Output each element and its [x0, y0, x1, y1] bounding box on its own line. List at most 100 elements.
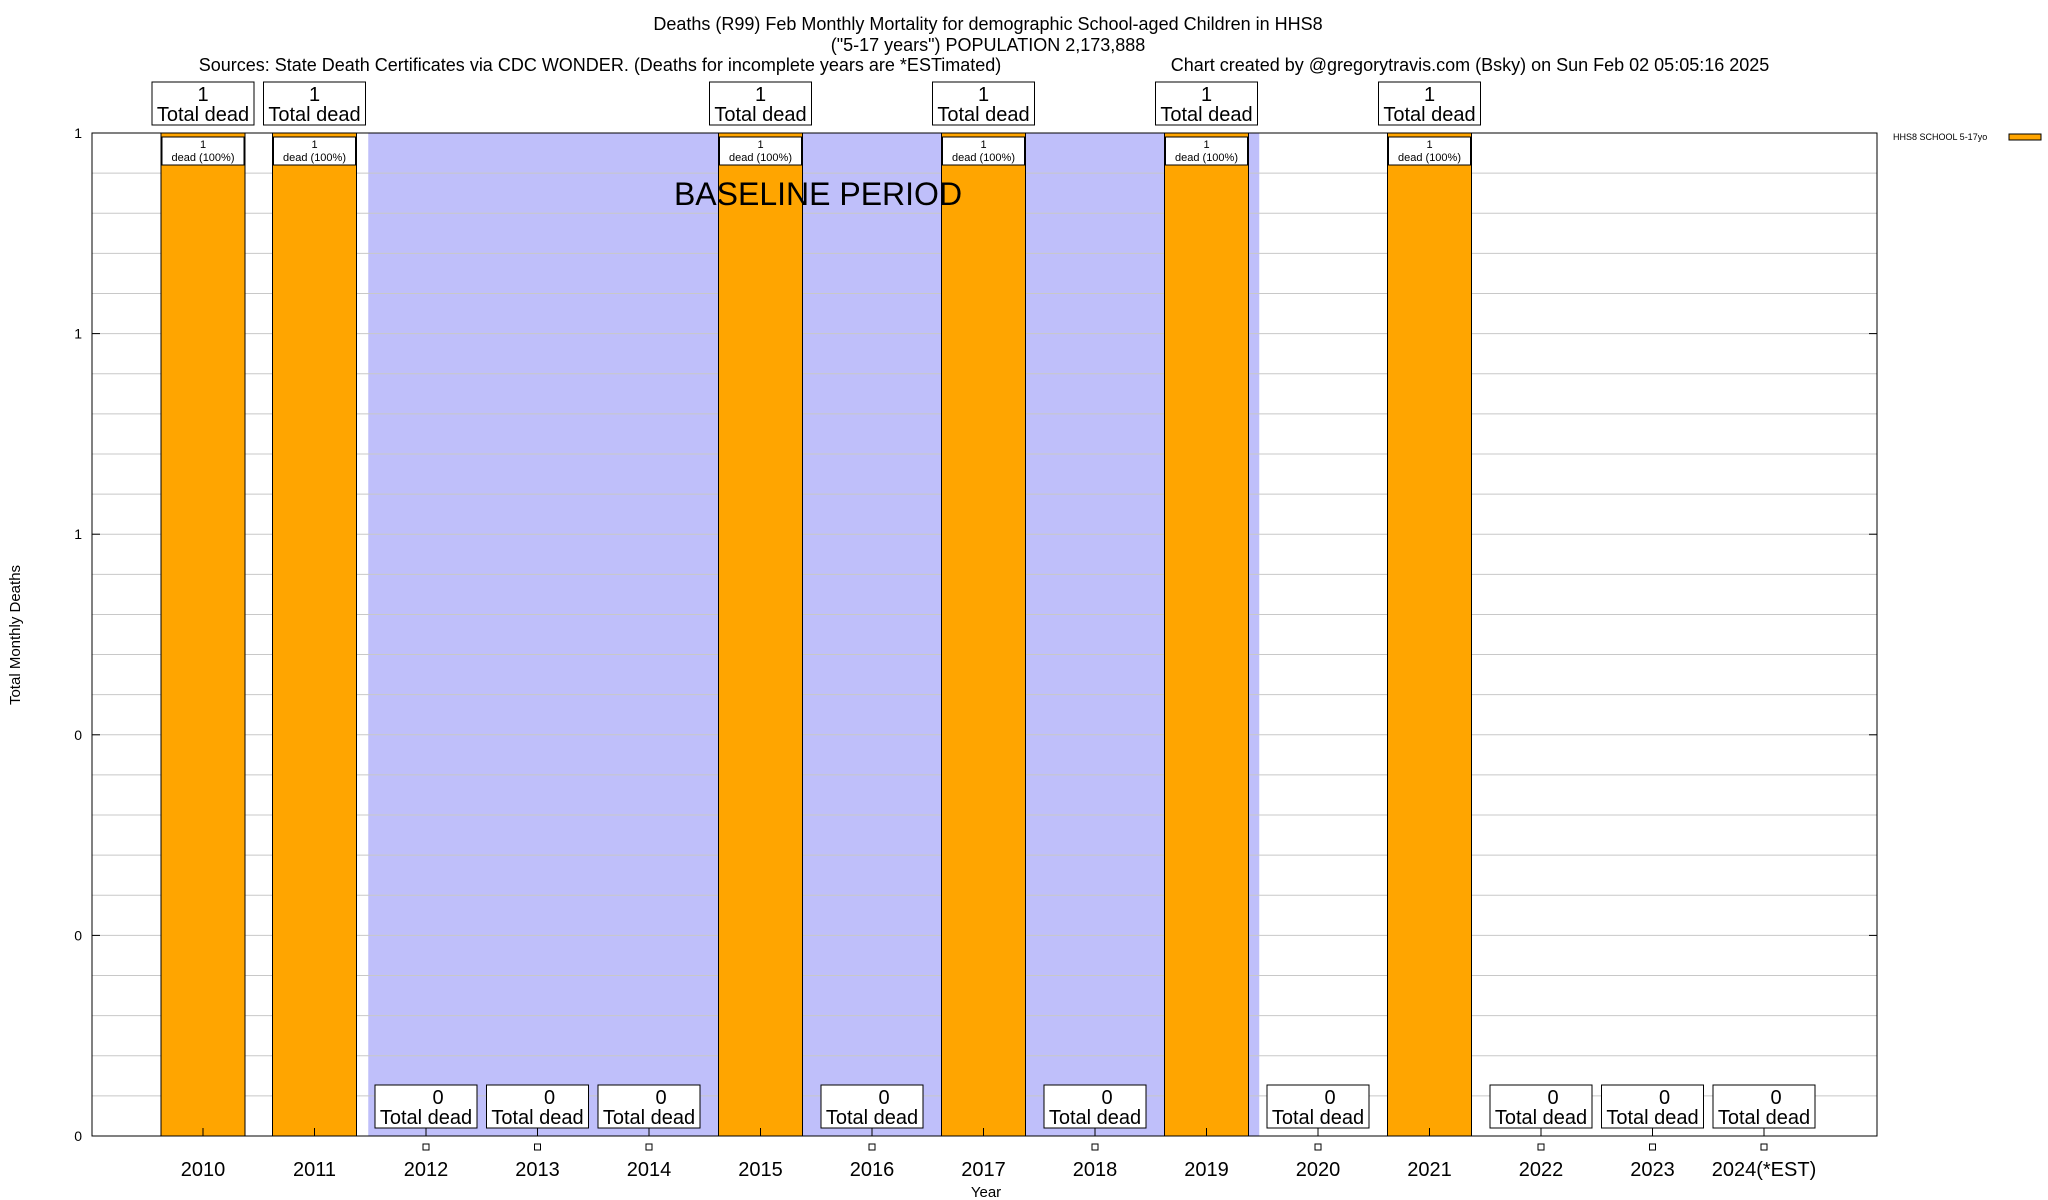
total-label-box — [374, 1084, 478, 1129]
zero-bar-marker — [868, 1143, 876, 1151]
x-tick-label: 2019 — [1184, 1159, 1229, 1181]
bar — [1387, 132, 1472, 1137]
bar-inner-label-box — [273, 136, 356, 166]
x-tick-label: 2011 — [293, 1159, 336, 1181]
total-label-box — [820, 1084, 924, 1129]
bar — [160, 132, 246, 1137]
x-axis-label: Year — [971, 1184, 1001, 1200]
bar-inner-label-box — [161, 136, 245, 166]
bar-inner-label-box — [1388, 136, 1471, 166]
total-label: Total dead — [268, 104, 360, 126]
y-axis-label: Total Monthly Deaths — [7, 565, 24, 705]
bar-inner-count: 1 — [1203, 139, 1209, 151]
total-label: Total dead — [714, 104, 806, 126]
total-count: 0 — [544, 1087, 555, 1109]
x-tick-label: 2016 — [850, 1159, 895, 1181]
bar-inner-count: 1 — [757, 139, 763, 151]
bar-inner-label: dead (100%) — [1175, 152, 1238, 164]
bar — [1164, 132, 1249, 1137]
x-tick-label: 2014 — [627, 1159, 672, 1181]
total-label-box — [1712, 1084, 1816, 1129]
x-tick-label: 2017 — [961, 1159, 1006, 1181]
total-count: 0 — [655, 1087, 666, 1109]
bar-inner-label-box — [719, 136, 802, 166]
plot-frame — [91, 132, 1878, 1137]
bar — [941, 132, 1026, 1137]
total-label-box — [151, 81, 255, 126]
bar-inner-label: dead (100%) — [729, 152, 792, 164]
total-label-box — [1378, 81, 1481, 126]
total-count: 0 — [1547, 1087, 1558, 1109]
bar-inner-label: dead (100%) — [172, 152, 235, 164]
total-label-box — [1043, 1084, 1147, 1129]
zero-bar-marker — [1314, 1143, 1322, 1151]
legend: HHS8 SCHOOL 5-17yo — [1893, 132, 2042, 142]
total-label: Total dead — [1272, 1107, 1364, 1129]
total-label: Total dead — [937, 104, 1029, 126]
chart-subtitle: ("5-17 years") POPULATION 2,173,888 — [831, 35, 1146, 55]
bar-inner-label: dead (100%) — [1398, 152, 1461, 164]
total-label-box — [1489, 1084, 1593, 1129]
legend-swatch — [2008, 133, 2042, 141]
bar-inner-count: 1 — [980, 139, 986, 151]
x-tick-label: 2021 — [1407, 1159, 1452, 1181]
y-tick-label: 1 — [74, 326, 82, 342]
x-tick-label: 2010 — [181, 1159, 226, 1181]
x-tick-label: 2024(*EST) — [1712, 1159, 1817, 1181]
total-count: 1 — [978, 84, 989, 106]
bar-inner-label: dead (100%) — [952, 152, 1015, 164]
zero-bar-marker — [534, 1143, 541, 1151]
x-tick-label: 2023 — [1630, 1159, 1675, 1181]
x-tick-label: 2013 — [515, 1159, 560, 1181]
chart-title: Deaths (R99) Feb Monthly Mortality for d… — [653, 14, 1322, 34]
x-tick-label: 2018 — [1073, 1159, 1118, 1181]
total-count: 1 — [755, 84, 766, 106]
total-label: Total dead — [1495, 1107, 1587, 1129]
baseline-period-label: BASELINE PERIOD — [674, 176, 962, 212]
total-count: 0 — [878, 1087, 889, 1109]
zero-bar-marker — [1649, 1143, 1656, 1151]
total-label: Total dead — [1049, 1107, 1141, 1129]
total-label: Total dead — [380, 1107, 472, 1129]
total-label-box — [486, 1084, 589, 1129]
chart-sources: Sources: State Death Certificates via CD… — [199, 55, 1002, 75]
chart-credit: Chart created by @gregorytravis.com (Bsk… — [1171, 55, 1770, 75]
bar — [272, 132, 357, 1137]
bar-inner-count: 1 — [200, 139, 206, 151]
total-label-box — [1266, 1084, 1370, 1129]
total-label: Total dead — [603, 1107, 695, 1129]
total-count: 0 — [1324, 1087, 1335, 1109]
y-tick-label: 0 — [74, 1128, 82, 1144]
total-label-box — [1155, 81, 1258, 126]
x-tick-label: 2022 — [1519, 1159, 1564, 1181]
bar-inner-count: 1 — [1426, 139, 1432, 151]
bar-inner-label-box — [942, 136, 1025, 166]
total-count: 0 — [1659, 1087, 1670, 1109]
legend-label: HHS8 SCHOOL 5-17yo — [1893, 132, 1987, 142]
total-label-box — [932, 81, 1035, 126]
total-label: Total dead — [1160, 104, 1252, 126]
bar — [718, 132, 803, 1137]
y-tick-label: 1 — [74, 526, 82, 542]
total-label: Total dead — [1606, 1107, 1698, 1129]
total-count: 1 — [197, 84, 208, 106]
x-tick-label: 2015 — [738, 1159, 783, 1181]
zero-bar-marker — [1760, 1143, 1768, 1151]
total-label-box — [709, 81, 812, 126]
y-tick-label: 0 — [74, 927, 82, 943]
bar-inner-count: 1 — [311, 139, 317, 151]
total-label: Total dead — [1718, 1107, 1810, 1129]
bar-inner-label: dead (100%) — [283, 152, 346, 164]
total-count: 0 — [1101, 1087, 1112, 1109]
x-tick-label: 2012 — [404, 1159, 449, 1181]
total-label: Total dead — [826, 1107, 918, 1129]
bar-inner-label-box — [1165, 136, 1248, 166]
total-label: Total dead — [157, 104, 249, 126]
total-label-box — [597, 1084, 701, 1129]
total-count: 0 — [1770, 1087, 1781, 1109]
total-count: 1 — [309, 84, 320, 106]
total-label-box — [1601, 1084, 1704, 1129]
total-label: Total dead — [491, 1107, 583, 1129]
